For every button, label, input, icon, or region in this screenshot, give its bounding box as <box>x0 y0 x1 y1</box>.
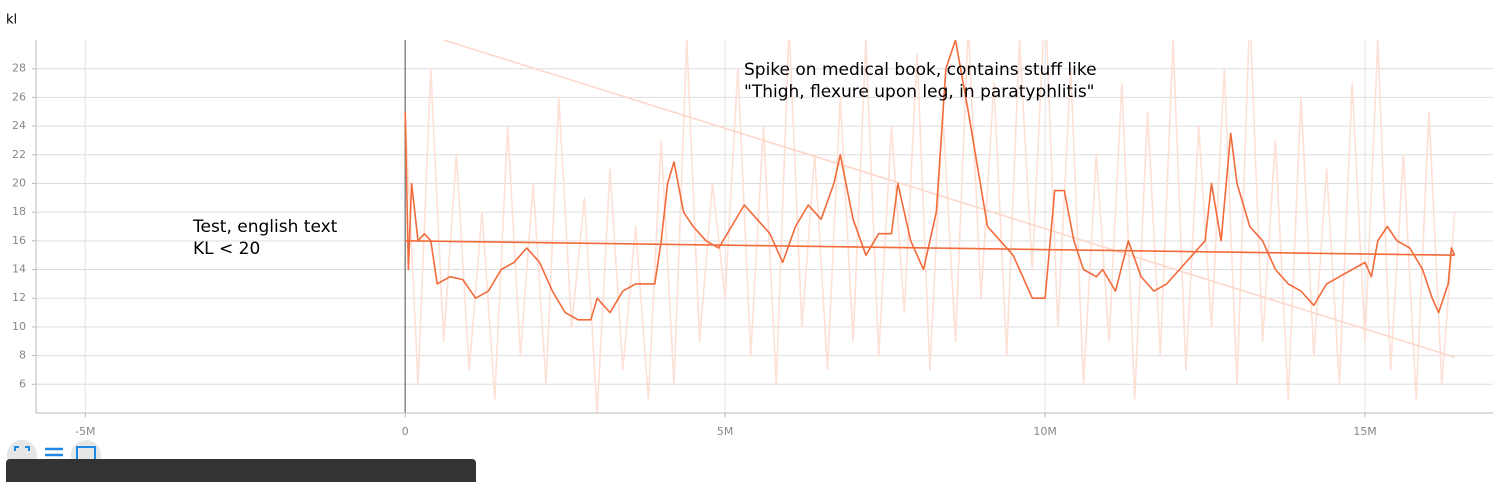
x-tick-label: -5M <box>75 425 95 438</box>
y-tick-label: 14 <box>12 263 26 276</box>
y-axis-label: kl <box>6 13 17 28</box>
x-tick-label: 5M <box>717 425 734 438</box>
plot-lines <box>404 40 1456 413</box>
x-tick-label: 10M <box>1033 425 1057 438</box>
series-line <box>405 240 1455 256</box>
x-tick-label: 0 <box>402 425 409 438</box>
labels: 6 8 10 12 14 16 18 20 22 24 26 28 -5M 0 5M 10M 15M Test, … <box>12 60 1377 438</box>
y-tick-label: 16 <box>12 234 26 247</box>
y-tick-label: 26 <box>12 90 26 103</box>
y-tick-label: 20 <box>12 176 26 189</box>
series-line <box>443 40 1455 358</box>
annotation: Test, english text <box>192 217 338 237</box>
annotation: Spike on medical book, contains stuff li… <box>744 60 1097 80</box>
y-tick-label: 6 <box>19 377 26 390</box>
tooltip-panel <box>6 459 476 482</box>
fullscreen-icon <box>14 446 30 464</box>
y-tick-label: 24 <box>12 119 26 132</box>
y-tick-label: 10 <box>12 320 26 333</box>
series-line <box>404 40 1456 413</box>
y-tick-label: 28 <box>12 62 26 75</box>
y-tick-label: 18 <box>12 205 26 218</box>
y-tick-label: 22 <box>12 148 26 161</box>
y-tick-label: 8 <box>19 349 26 362</box>
x-tick-label: 15M <box>1353 425 1377 438</box>
y-tick-label: 12 <box>12 291 26 304</box>
series-line <box>404 40 1456 321</box>
annotation: KL < 20 <box>193 239 260 259</box>
annotation: "Thigh, flexure upon leg, in paratyphlit… <box>744 82 1095 102</box>
